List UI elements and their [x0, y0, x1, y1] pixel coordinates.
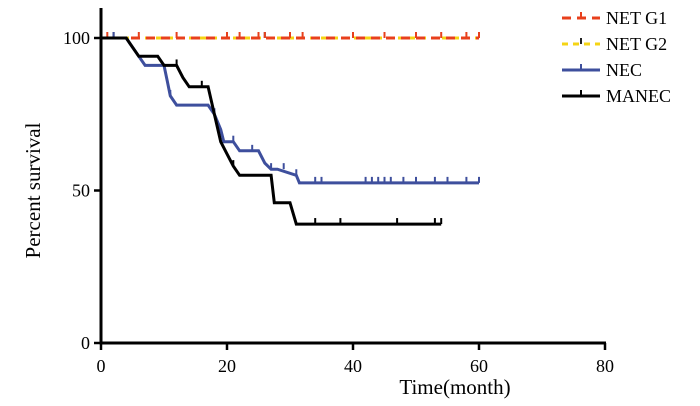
series-line-nec [101, 36, 479, 185]
legend-label-net-g2: NET G2 [606, 34, 667, 54]
legend-label-manec: MANEC [606, 86, 671, 106]
y-tick-label: 50 [72, 181, 90, 201]
x-tick-label: 40 [344, 356, 362, 376]
y-tick-label: 100 [63, 28, 90, 48]
legend-label-net-g1: NET G1 [606, 8, 667, 28]
x-tick-label: 60 [470, 356, 488, 376]
x-axis-title: Time(month) [399, 375, 510, 399]
legend-label-nec: NEC [606, 60, 642, 80]
x-tick-label: 0 [97, 356, 106, 376]
y-tick-label: 0 [81, 333, 90, 353]
y-axis-title: Percent survival [21, 122, 45, 258]
series-line-manec [101, 36, 442, 226]
x-tick-label: 80 [596, 356, 614, 376]
x-tick-label: 20 [218, 356, 236, 376]
